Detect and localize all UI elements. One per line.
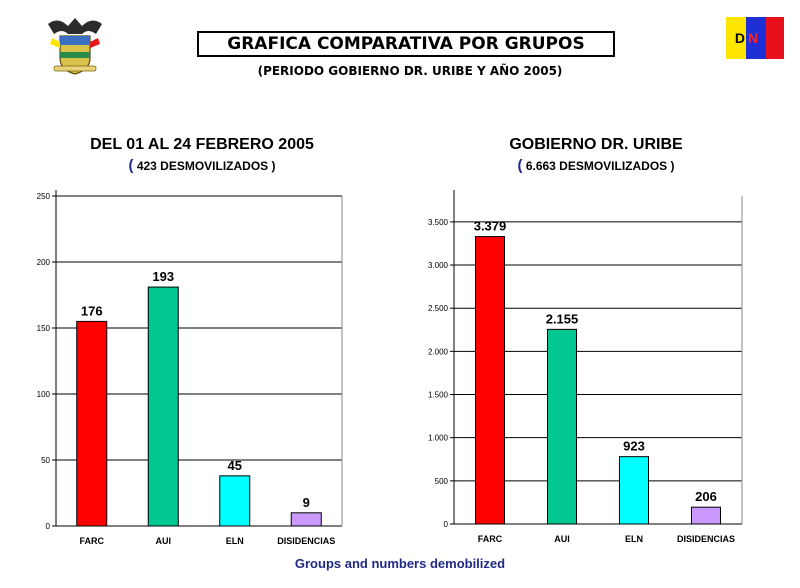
right-chart-ytick-label: 1.000 (428, 434, 449, 443)
right-chart-ytick-label: 1.500 (428, 391, 449, 400)
left-chart-bar-eln (219, 475, 251, 527)
left-chart-bar-farc (76, 320, 108, 527)
right-chart-bar-eln (619, 456, 649, 525)
right-chart-ytick-label: 0 (444, 520, 449, 529)
left-chart-ytick-label: 50 (41, 456, 50, 465)
left-chart-title: DEL 01 AL 24 FEBRERO 2005 (90, 136, 314, 153)
right-chart-bar-disidencias (691, 506, 721, 525)
dn-logo-letter-n: N (745, 17, 766, 59)
right-chart-data-label-farc: 3.379 (474, 219, 507, 234)
footer-caption: Groups and numbers demobilized (294, 556, 506, 571)
left-chart-count: ( 423 DESMOVILIZADOS ) (128, 157, 276, 174)
right-chart-data-label-disidencias: 206 (695, 489, 717, 504)
left-bar-chart: 0 50 100 150 200 250 176 FARC 193 AUI 45 ELN 9 DISIDE… (37, 190, 343, 546)
left-chart-category-label-farc: FARC (80, 536, 105, 546)
left-chart-bar-disidencias (290, 512, 322, 527)
right-chart-ytick-label: 2.000 (428, 347, 449, 356)
right-chart-bar-farc (475, 236, 505, 525)
right-chart-data-label-aui: 2.155 (546, 311, 579, 326)
left-chart-data-label-disidencias: 9 (303, 495, 310, 510)
left-chart-data-label-aui: 193 (152, 269, 174, 284)
right-bar-chart: 0 500 1.000 1.500 2.000 2.500 3.000 3.500 3.379 F… (428, 190, 743, 544)
right-chart-count: ( 6.663 DESMOVILIZADOS ) (517, 157, 675, 174)
colombia-coat-of-arms (44, 14, 106, 78)
right-chart-bar-aui (547, 328, 577, 525)
right-chart-ytick-label: 3.000 (428, 261, 449, 270)
right-chart-category-label-farc: FARC (478, 534, 503, 544)
left-chart-ytick-label: 150 (37, 324, 51, 333)
left-chart-category-label-aui: AUI (156, 536, 172, 546)
right-chart-title: GOBIERNO DR. URIBE (509, 136, 683, 153)
left-chart-bar-aui (147, 286, 179, 527)
left-chart-ytick-label: 0 (46, 522, 51, 531)
dn-logo-letter-d: D (726, 17, 746, 59)
right-chart-data-label-eln: 923 (623, 439, 645, 454)
dn-logo: D N (726, 17, 784, 59)
left-chart-data-label-eln: 45 (228, 458, 242, 473)
left-chart-ytick-label: 250 (37, 192, 51, 201)
left-chart-category-label-eln: ELN (226, 536, 244, 546)
right-chart-category-label-aui: AUI (554, 534, 570, 544)
page-title: GRAFICA COMPARATIVA POR GRUPOS (197, 31, 615, 57)
right-chart-ytick-label: 3.500 (428, 218, 449, 227)
right-chart-header: GOBIERNO DR. URIBE ( 6.663 DESMOVILIZADO… (446, 136, 746, 174)
left-chart-data-label-farc: 176 (81, 303, 103, 318)
right-chart-category-label-disidencias: DISIDENCIAS (677, 534, 735, 544)
left-chart-ytick-label: 200 (37, 258, 51, 267)
left-chart-ytick-label: 100 (37, 390, 51, 399)
left-chart-header: DEL 01 AL 24 FEBRERO 2005 ( 423 DESMOVIL… (52, 136, 352, 174)
left-chart-category-label-disidencias: DISIDENCIAS (277, 536, 335, 546)
right-chart-ytick-label: 500 (435, 477, 449, 486)
dn-logo-red-band (765, 17, 784, 59)
right-chart-ytick-label: 2.500 (428, 304, 449, 313)
page-subtitle: (PERIODO GOBIERNO DR. URIBE Y AÑO 2005) (257, 64, 563, 78)
right-chart-category-label-eln: ELN (625, 534, 643, 544)
